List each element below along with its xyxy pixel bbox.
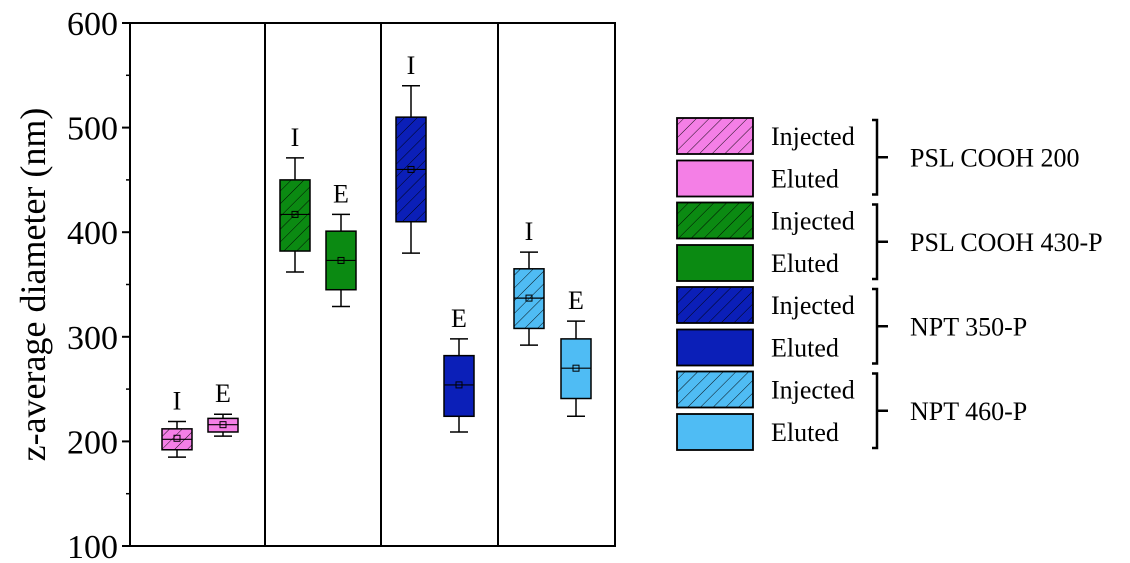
y-tick-label: 500 (67, 111, 118, 148)
legend-group: Injected Eluted NPT 460-P (676, 370, 1027, 451)
box: I (513, 217, 545, 346)
legend-group: Injected Eluted PSL COOH 430-P (676, 201, 1103, 282)
box-label: I (173, 387, 182, 416)
y-tick-label: 300 (67, 320, 118, 357)
group-dividers (264, 23, 499, 546)
legend: Injected Eluted PSL COOH 200 Injected Eluted… (676, 117, 1103, 451)
box-label: E (451, 304, 467, 333)
mean-marker (219, 421, 227, 429)
box-body (443, 354, 475, 418)
box-label: E (333, 179, 349, 208)
y-axis: 100 200 300 400 500 600 (67, 6, 130, 563)
mean-marker (291, 210, 299, 218)
box-hatch (280, 179, 310, 252)
y-tick-label: 400 (67, 215, 118, 252)
mean-marker (407, 165, 415, 173)
legend-entry-label: Eluted (771, 165, 839, 194)
legend-swatch (676, 244, 754, 282)
box: I (161, 387, 193, 458)
legend-group-label: NPT 350-P (910, 312, 1027, 341)
legend-entry-label: Eluted (771, 249, 839, 278)
mean-marker (337, 256, 345, 264)
legend-group: Injected Eluted PSL COOH 200 (676, 117, 1080, 198)
box: E (443, 304, 475, 433)
box-label: E (215, 379, 231, 408)
mean-marker (525, 294, 533, 302)
y-tick-label: 100 (67, 529, 118, 563)
box-label: E (568, 286, 584, 315)
legend-group-label: NPT 460-P (910, 397, 1027, 426)
box-group: IE (395, 51, 475, 433)
legend-swatch-hatch (677, 202, 753, 239)
legend-entry-label: Eluted (771, 334, 839, 363)
legend-entry-label: Injected (771, 291, 855, 320)
legend-group: Injected Eluted NPT 350-P (676, 286, 1027, 367)
mean-marker (572, 364, 580, 372)
box-label: I (407, 51, 416, 80)
legend-group-label: PSL COOH 200 (910, 143, 1080, 172)
mean-marker (173, 434, 181, 442)
mean-marker (455, 381, 463, 389)
box-label: I (525, 217, 534, 246)
legend-entry-label: Eluted (771, 418, 839, 447)
box: I (395, 51, 427, 254)
y-axis-title: z-average diameter (nm) (13, 108, 53, 462)
legend-brace (872, 372, 888, 450)
y-tick-label: 200 (67, 424, 118, 461)
legend-swatch-hatch (677, 287, 753, 323)
y-tick-label: 600 (67, 6, 118, 43)
legend-swatch-hatch (677, 118, 753, 154)
legend-brace (872, 203, 888, 281)
box: E (325, 179, 357, 308)
box: E (560, 286, 592, 418)
legend-entry-label: Injected (771, 122, 855, 151)
legend-swatch (676, 328, 754, 367)
box: E (207, 379, 239, 437)
legend-entry-label: Injected (771, 207, 855, 236)
box-label: I (291, 123, 300, 152)
legend-brace (872, 287, 888, 365)
legend-brace (872, 118, 888, 196)
legend-swatch (676, 413, 754, 451)
legend-swatch (676, 159, 754, 198)
box-group: IE (513, 217, 592, 418)
legend-swatch-hatch (677, 371, 753, 408)
box: I (279, 123, 311, 273)
box-group: IE (279, 123, 357, 308)
legend-group-label: PSL COOH 430-P (910, 228, 1103, 257)
legend-entry-label: Injected (771, 376, 855, 405)
